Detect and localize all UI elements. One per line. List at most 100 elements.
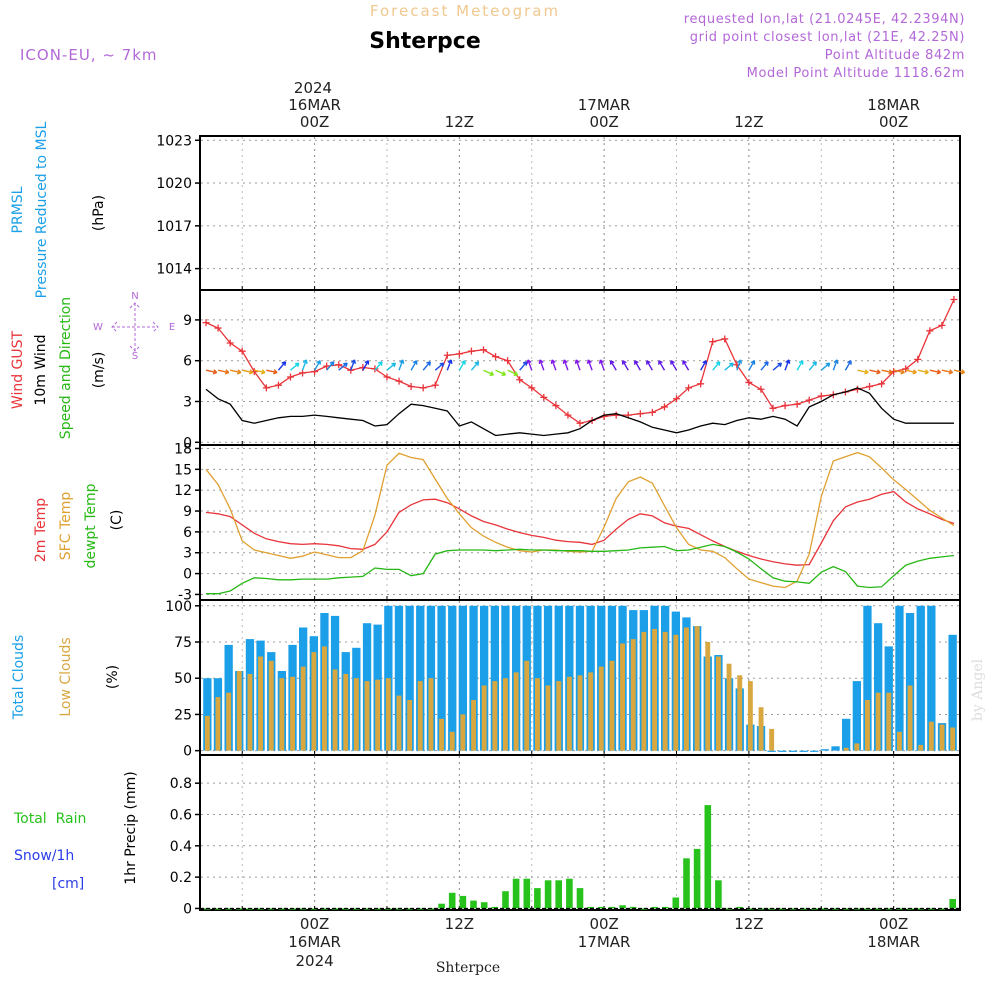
wind-direction-arrow: [562, 359, 569, 371]
temp-unit: (C): [109, 510, 125, 531]
y-tick-label: 0.4: [170, 839, 192, 855]
top-hour-label: 00Z: [300, 113, 329, 131]
low-cloud-bar: [343, 673, 349, 751]
low-cloud-bar: [609, 660, 615, 751]
gust-point: [492, 353, 500, 361]
wind-direction-arrow: [670, 360, 678, 371]
gust-point: [697, 380, 705, 388]
temp-2m-label: 2m Temp: [33, 498, 49, 562]
wind-direction-arrow: [832, 359, 839, 371]
total-cloud-bar: [448, 605, 457, 751]
wind-direction-arrow: [682, 360, 690, 371]
low-cloud-bar: [332, 669, 338, 751]
total-clouds-label: Total Clouds: [11, 635, 27, 720]
wind-direction-arrow: [917, 369, 930, 375]
wind-direction-arrow: [574, 359, 581, 371]
gust-point: [648, 408, 656, 416]
gust-point: [636, 410, 644, 418]
low-cloud-bar: [939, 724, 945, 751]
y-tick-label: 0.8: [170, 776, 192, 792]
precip-bar: [789, 908, 797, 910]
gust-point: [709, 338, 717, 346]
y-tick-label: 0: [183, 435, 192, 451]
low-cloud-bar: [513, 672, 519, 751]
total-cloud-bar: [490, 605, 499, 751]
total-cloud-bar: [842, 718, 851, 751]
total-cloud-bar: [767, 750, 776, 752]
y-tick-label: 1020: [156, 176, 192, 192]
total-cloud-bar: [820, 749, 829, 751]
low-cloud-bar: [950, 727, 956, 751]
bottom-time-axis: 00Z16MAR202412Z00Z17MAR12Z00Z18MAR12Z: [288, 915, 920, 970]
wind-direction-arrow: [266, 369, 278, 375]
y-tick-label: 0: [183, 901, 192, 917]
gust-point: [866, 383, 874, 391]
gust-point: [576, 419, 584, 427]
low-cloud-bar: [290, 676, 295, 751]
gust-point: [878, 380, 886, 388]
low-cloud-bar: [620, 643, 625, 751]
y-tick-label: 100: [165, 599, 192, 615]
low-cloud-bar: [630, 639, 636, 751]
panel-frame: [199, 754, 961, 911]
wind-direction-arrow: [820, 362, 831, 371]
bottom-hour-label: 00Z: [589, 915, 618, 933]
precip-bar: [544, 880, 552, 909]
wind-direction-arrow: [205, 369, 218, 375]
y-tick-label: 15: [174, 462, 192, 478]
y-tick-label: 9: [183, 504, 192, 520]
low-cloud-bar: [769, 728, 775, 751]
compass-n: N: [131, 291, 138, 302]
gust-point: [805, 396, 813, 404]
wind-direction-arrow: [784, 359, 791, 371]
y-tick-label: 18: [174, 441, 192, 457]
gust-point: [769, 404, 777, 412]
low-cloud-bar: [843, 747, 849, 751]
bottom-hour-label: 00Z: [879, 915, 908, 933]
wind-dir-label: Speed and Direction: [58, 297, 74, 439]
location-title: Shterpce: [369, 29, 481, 54]
bottom-hour-label: 12Z: [734, 915, 763, 933]
point-altitude: Point Altitude 842m: [825, 48, 965, 63]
wind-direction-arrow: [609, 360, 617, 371]
gust-point: [371, 365, 379, 373]
low-clouds-label: Low Clouds: [58, 637, 74, 716]
total-cloud-bar: [458, 605, 467, 751]
top-time-axis: 2024 16MAR00Z12Z17MAR00Z12Z18MAR00Z12Z: [288, 79, 920, 131]
gust-point: [383, 373, 391, 381]
low-cloud-bar: [662, 631, 668, 751]
top-date-label: 18MAR: [867, 96, 920, 114]
gust-point: [504, 357, 512, 365]
low-cloud-bar: [481, 685, 487, 751]
low-cloud-bar: [577, 675, 583, 751]
wind-direction-arrow: [658, 360, 666, 371]
y-tick-label: 6: [183, 354, 192, 370]
low-cloud-bar: [737, 675, 743, 751]
precip-bar: [598, 906, 605, 909]
bottom-date-label: 16MAR: [288, 933, 341, 951]
wind-direction-arrow: [646, 360, 653, 371]
snow-label: Snow/1h: [14, 848, 74, 864]
low-cloud-bar: [673, 634, 679, 751]
wind-direction-arrow: [869, 369, 881, 375]
low-cloud-bar: [407, 700, 413, 751]
precip-bar: [267, 908, 275, 910]
gust-point: [443, 351, 451, 359]
gust-point: [299, 369, 307, 377]
wind-gust-label: Wind GUST: [10, 330, 26, 409]
precip-bar: [480, 902, 488, 909]
temperature-panel: -3 0 3 6 9 12 15 18: [174, 441, 961, 603]
compass-e: E: [169, 322, 175, 333]
product-title: Forecast Meteogram: [370, 2, 560, 20]
total-cloud-bar: [927, 605, 936, 751]
wind-direction-arrow: [796, 360, 804, 371]
model-point-altitude: Model Point Altitude 1118.62m: [747, 66, 965, 81]
grid-point-coords: grid point closest lon,lat (21E, 42.25N): [690, 30, 965, 45]
total-cloud-bar: [863, 605, 872, 751]
wind-direction-arrow: [700, 360, 707, 371]
low-cloud-bar: [247, 673, 253, 751]
precip-bar: [736, 906, 743, 909]
gust-point: [757, 385, 765, 393]
gust-point: [938, 321, 946, 329]
low-cloud-bar: [439, 718, 444, 751]
